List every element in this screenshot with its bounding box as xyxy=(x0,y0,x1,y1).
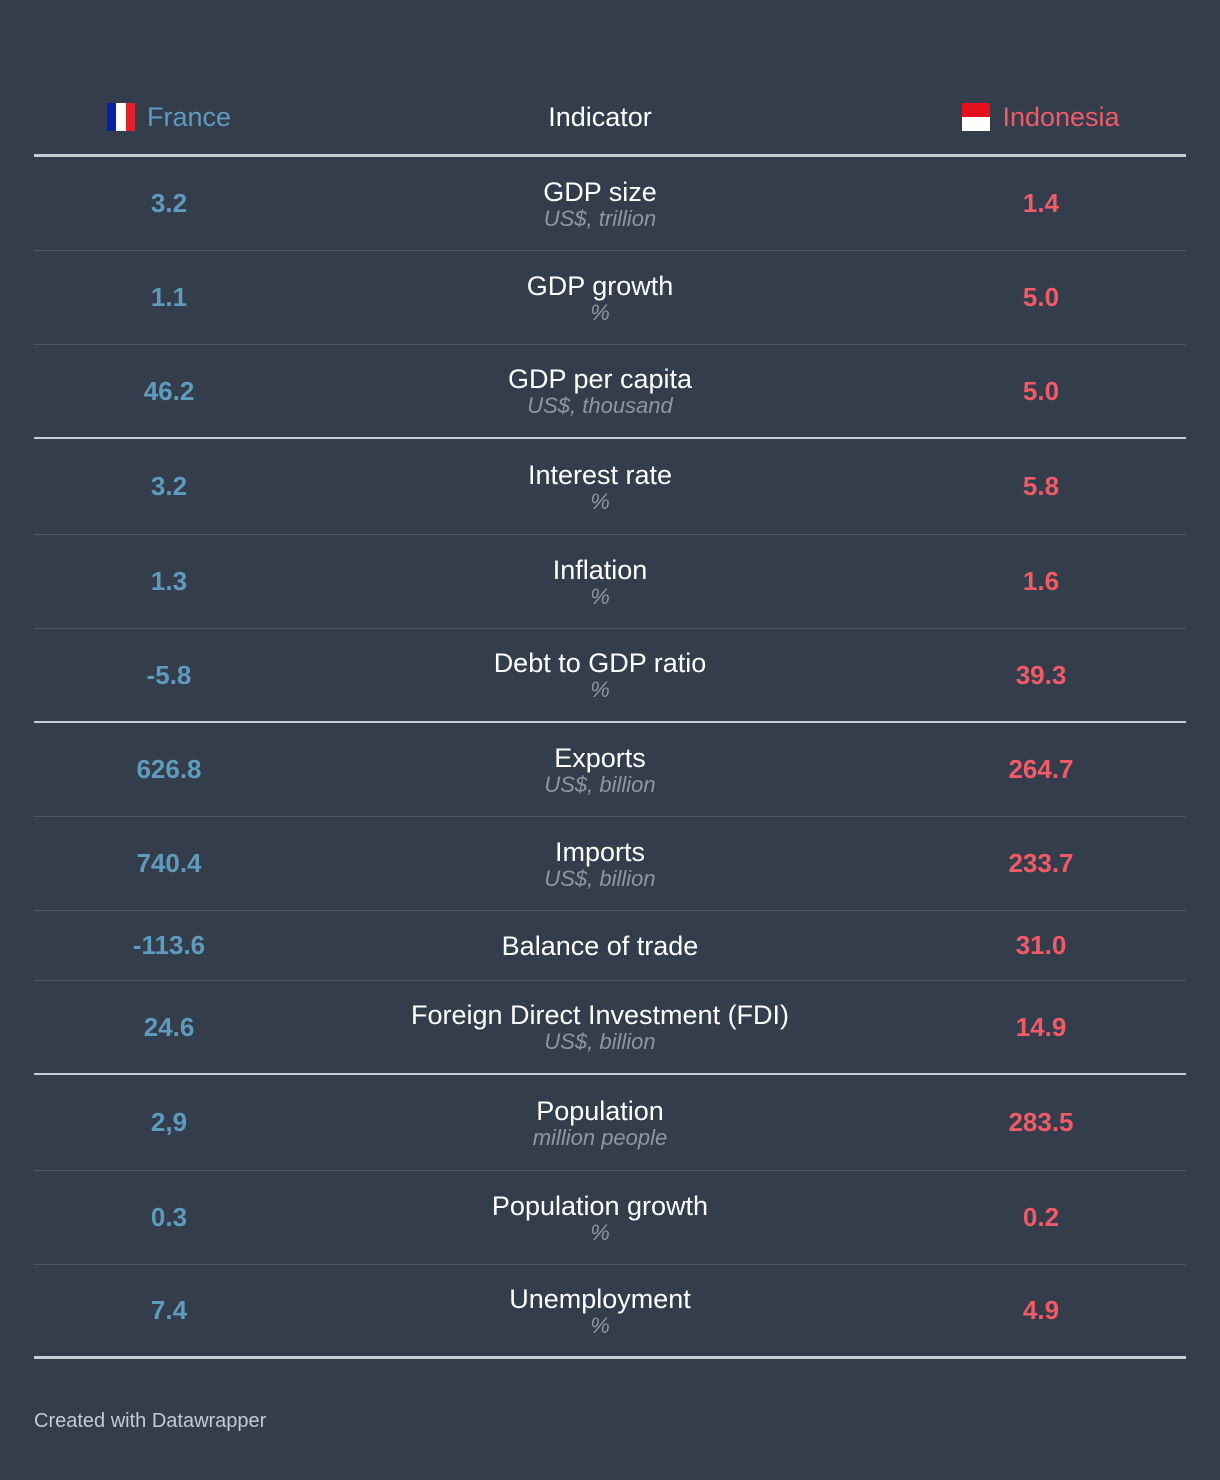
table-row: 0.3 Population growth% 0.2 xyxy=(34,1171,1186,1265)
france-value: 3.2 xyxy=(150,471,188,501)
france-value: -5.8 xyxy=(146,659,192,690)
table-body: 3.2 GDP size US$, trillion 1.4 1.1 GDP growth… xyxy=(34,157,1186,1359)
france-value: 3.2 xyxy=(150,188,188,218)
table-row: 46.2 GDP per capita US$, thousand 5.0 xyxy=(34,345,1186,439)
indonesia-value: 4.9 xyxy=(1022,1295,1060,1325)
france-value: 2,9 xyxy=(150,1107,188,1137)
indicator-cell: Balance of trade xyxy=(304,931,896,961)
table-row: -113.6 Balance of trade 31.0 xyxy=(34,911,1186,981)
indicator-label: Population growth xyxy=(491,1190,709,1221)
header-indonesia: Indonesia xyxy=(896,102,1186,133)
indonesia-value: 0.2 xyxy=(1022,1202,1060,1232)
indicator-cell: Exports US$, billion xyxy=(304,743,896,797)
header-france-label: France xyxy=(146,101,232,132)
indonesia-value: 5.0 xyxy=(1022,375,1060,406)
table-row: 2,9 Population million people 283.5 xyxy=(34,1075,1186,1171)
indicator-unit: % xyxy=(590,1312,610,1338)
indicator-label: Exports xyxy=(554,742,646,773)
indonesia-flag-icon xyxy=(962,103,991,131)
indicator-cell: GDP growth% xyxy=(304,271,896,325)
france-value: 626.8 xyxy=(136,754,202,784)
indonesia-value: 5.8 xyxy=(1022,471,1060,501)
table-row: 24.6 Foreign Direct Investment (FDI) US$, … xyxy=(34,981,1186,1075)
table-row: -5.8 Debt to GDP ratio% 39.3 xyxy=(34,629,1186,723)
indonesia-value: 14.9 xyxy=(1015,1011,1067,1042)
indicator-label: Imports xyxy=(554,836,646,867)
header-indicator: Indicator xyxy=(548,101,652,132)
indicator-cell: Population million people xyxy=(304,1096,896,1150)
france-value: 0.3 xyxy=(150,1202,188,1232)
france-value: 7.4 xyxy=(150,1295,188,1325)
table-row: 626.8 Exports US$, billion 264.7 xyxy=(34,723,1186,817)
indicator-label: Inflation xyxy=(552,554,648,585)
indicator-unit: % xyxy=(590,488,610,514)
indicator-unit: US$, thousand xyxy=(527,393,673,418)
comparison-table: France Indicator Indonesia 3.2 GDP size US… xyxy=(34,80,1186,1359)
france-flag-icon xyxy=(106,103,135,131)
footer-credit: Created with Datawrapper xyxy=(34,1410,267,1432)
indonesia-value: 264.7 xyxy=(1008,754,1074,784)
table-row: 7.4 Unemployment% 4.9 xyxy=(34,1265,1186,1359)
indicator-cell: Population growth% xyxy=(304,1191,896,1245)
france-value: 1.3 xyxy=(150,566,188,596)
indicator-label: Balance of trade xyxy=(501,930,699,961)
indonesia-value: 1.6 xyxy=(1022,566,1060,596)
france-value: -113.6 xyxy=(132,930,206,960)
france-value: 24.6 xyxy=(143,1011,195,1042)
table-header: France Indicator Indonesia xyxy=(34,80,1186,157)
indicator-unit: million people xyxy=(532,1124,668,1150)
indicator-unit: US$, trillion xyxy=(543,205,657,231)
indicator-label: Population xyxy=(536,1095,664,1126)
indonesia-value: 5.0 xyxy=(1022,282,1060,312)
table-row: 740.4 Imports US$, billion 233.7 xyxy=(34,817,1186,911)
indicator-cell: Unemployment% xyxy=(304,1284,896,1338)
france-value: 46.2 xyxy=(143,375,195,406)
indicator-cell: GDP size US$, trillion xyxy=(304,177,896,231)
france-value: 740.4 xyxy=(136,848,202,878)
indicator-unit: % xyxy=(590,1219,610,1245)
table-row: 1.1 GDP growth% 5.0 xyxy=(34,251,1186,345)
france-value: 1.1 xyxy=(150,282,188,312)
indicator-unit: US$, billion xyxy=(544,865,656,891)
indicator-label: Unemployment xyxy=(509,1283,691,1314)
indicator-unit: US$, billion xyxy=(544,771,656,797)
indicator-label: GDP size xyxy=(543,176,657,207)
table-row: 3.2 GDP size US$, trillion 1.4 xyxy=(34,157,1186,251)
indicator-cell: Debt to GDP ratio% xyxy=(304,648,896,702)
table-row: 1.3 Inflation% 1.6 xyxy=(34,535,1186,629)
indonesia-value: 233.7 xyxy=(1008,848,1074,878)
indonesia-value: 39.3 xyxy=(1015,659,1067,690)
indicator-unit: US$, billion xyxy=(544,1029,656,1054)
indicator-unit: % xyxy=(590,583,610,609)
indicator-cell: Inflation% xyxy=(304,555,896,609)
indicator-label: GDP per capita xyxy=(507,364,693,394)
indonesia-value: 1.4 xyxy=(1022,188,1060,218)
header-indonesia-label: Indonesia xyxy=(1002,101,1120,132)
indonesia-value: 31.0 xyxy=(1015,930,1067,960)
table-row: 3.2 Interest rate% 5.8 xyxy=(34,439,1186,535)
indicator-cell: GDP per capita US$, thousand xyxy=(304,364,896,418)
indicator-label: Foreign Direct Investment (FDI) xyxy=(410,1000,790,1030)
indicator-label: Debt to GDP ratio xyxy=(493,648,707,678)
indicator-cell: Interest rate% xyxy=(304,460,896,514)
indicator-label: Interest rate xyxy=(527,459,673,490)
header-france: France xyxy=(34,102,304,133)
indicator-label: GDP growth xyxy=(526,270,674,301)
indicator-cell: Foreign Direct Investment (FDI) US$, bill… xyxy=(304,1000,896,1054)
indicator-cell: Imports US$, billion xyxy=(304,837,896,891)
indonesia-value: 283.5 xyxy=(1008,1107,1074,1137)
indicator-unit: % xyxy=(590,677,610,702)
indicator-unit: % xyxy=(590,299,610,325)
